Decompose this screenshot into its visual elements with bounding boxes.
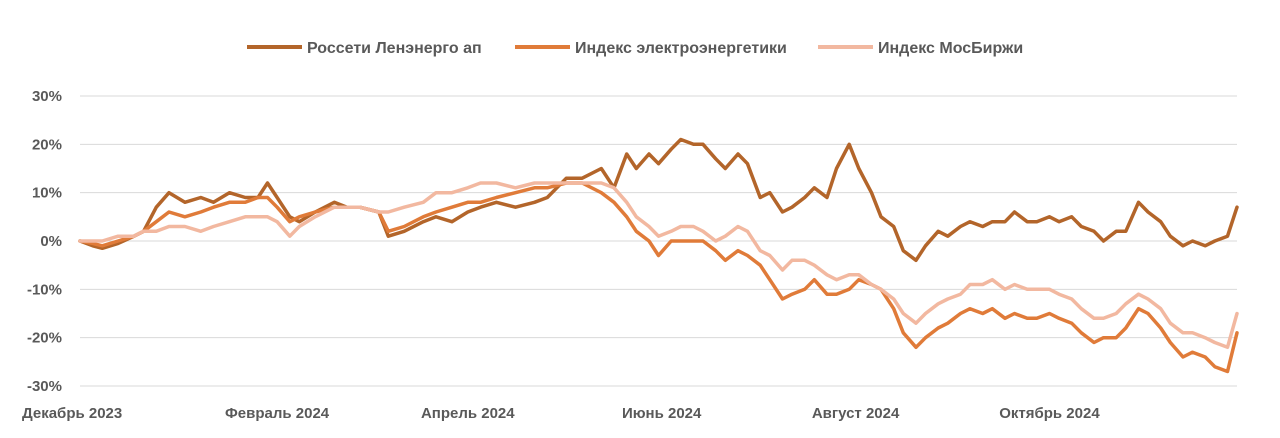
x-tick-label: Апрель 2024 (421, 405, 515, 422)
x-tick-label: Октябрь 2024 (999, 405, 1100, 422)
y-tick-label: 30% (32, 88, 62, 105)
series-line-2 (78, 181, 1239, 374)
legend-label: Россети Ленэнерго ап (307, 40, 482, 57)
x-axis: Декабрь 2023 Февраль 2024 Апрель 2024 Июнь … (22, 405, 1100, 422)
plot-area (78, 137, 1239, 374)
y-axis: 30% 20% 10% 0% -10% -20% -30% (27, 88, 62, 395)
y-tick-label: -20% (27, 330, 62, 347)
y-tick-label: 10% (32, 185, 62, 202)
series-line-3 (78, 181, 1239, 350)
x-tick-label: Август 2024 (812, 405, 900, 422)
y-tick-label: 20% (32, 136, 62, 153)
x-tick-label: Февраль 2024 (225, 405, 330, 422)
gridlines (80, 95, 1237, 387)
legend-label: Индекс электроэнергетики (575, 40, 787, 57)
y-tick-label: -30% (27, 378, 62, 395)
x-tick-label: Июнь 2024 (622, 405, 702, 422)
legend-label: Индекс МосБиржи (878, 40, 1023, 57)
x-tick-label: Декабрь 2023 (22, 405, 122, 422)
legend: Россети Ленэнерго ап Индекс электроэнерге… (247, 40, 1023, 57)
y-tick-label: 0% (40, 233, 62, 250)
y-tick-label: -10% (27, 281, 62, 298)
series-line-1 (78, 137, 1239, 263)
